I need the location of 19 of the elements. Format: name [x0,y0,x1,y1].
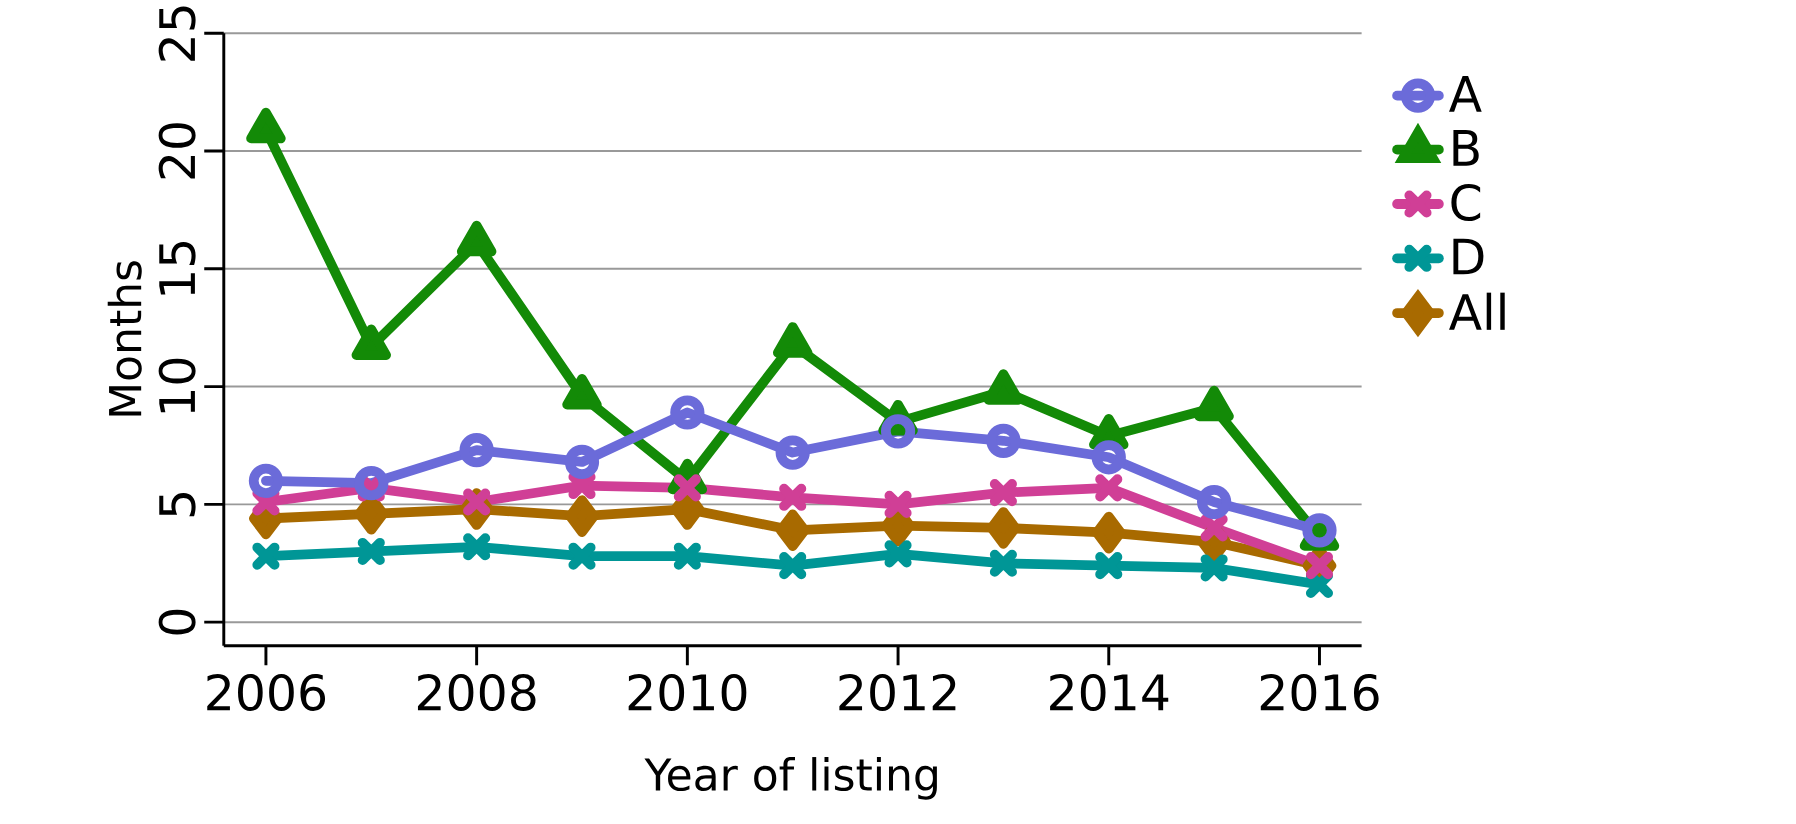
x-tick-label: 2016 [1260,674,1379,712]
x-tick-label: 2008 [417,674,536,712]
x-tick-label: 2014 [1050,674,1169,712]
y-tick-label: 25 [158,6,196,61]
x-tick-label: 2006 [207,674,326,712]
y-tick-label: 20 [158,123,196,179]
x-axis-title: Year of listing [644,757,937,800]
x-tick-label: 2010 [628,674,747,712]
legend-label: D [1453,238,1484,275]
legend-label: C [1451,184,1481,222]
legend-label: B [1453,130,1479,166]
y-axis-title: Months [107,261,142,416]
y-tick-label: 10 [158,358,196,413]
y-tick-label: 5 [159,493,196,517]
legend-label: A [1449,76,1482,112]
y-tick-label: 15 [159,242,196,295]
x-tick-label: 2012 [839,674,956,712]
legend-label: All [1449,292,1505,330]
y-tick-label: 0 [158,609,196,635]
